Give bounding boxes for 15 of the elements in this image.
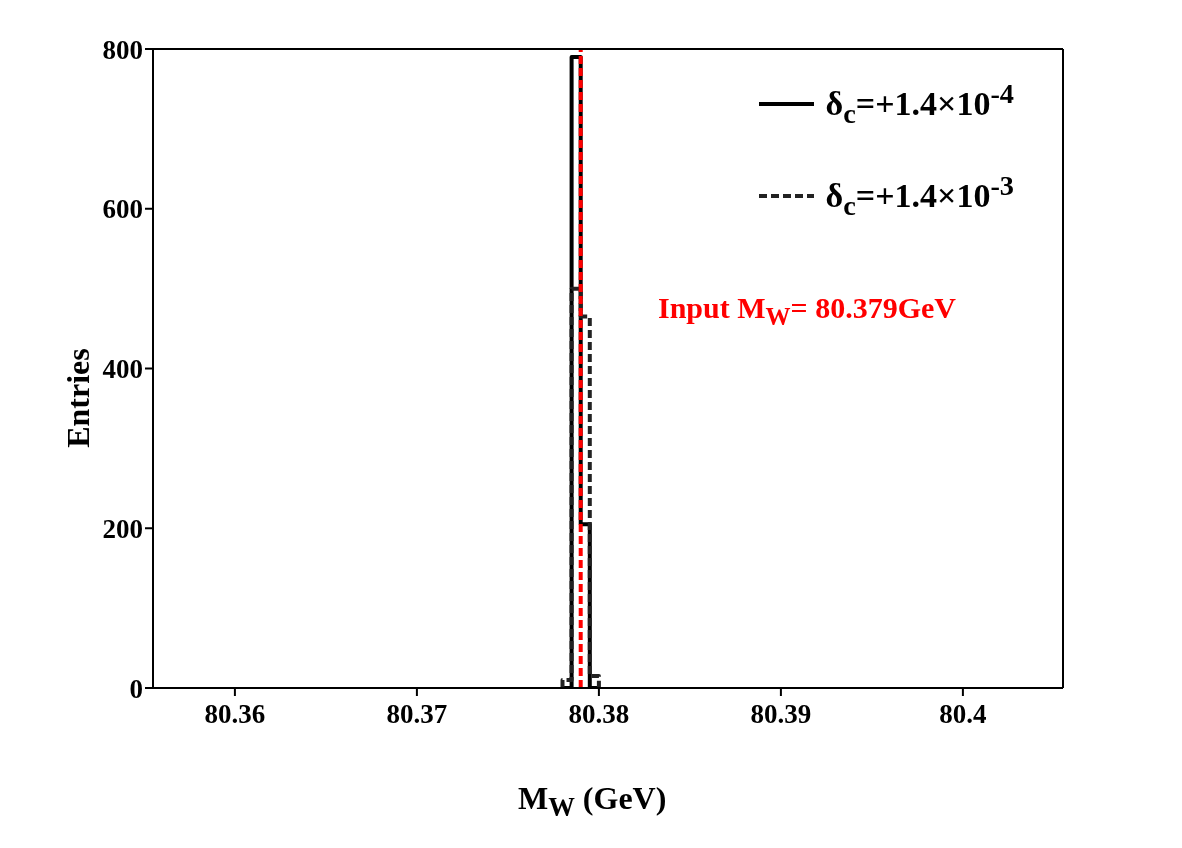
- x-tick-label: 80.36: [204, 699, 266, 730]
- y-tick-label: 600: [102, 194, 143, 225]
- x-axis-title: M$_{W}$ (GeV): [518, 780, 667, 824]
- y-tick-label: 0: [129, 673, 143, 704]
- y-tick-label: 800: [102, 34, 143, 65]
- x-tick-label: 80.37: [386, 699, 448, 730]
- legend-label: δ$_{c}$=+1.4×10$^{-4}$: [825, 78, 1014, 131]
- y-axis-title: Entries: [59, 348, 97, 448]
- x-tick-label: 80.38: [568, 699, 630, 730]
- y-tick-label: 200: [102, 513, 143, 544]
- legend-label: δ$_{c}$=+1.4×10$^{-3}$: [825, 170, 1014, 223]
- x-tick-label: 80.4: [939, 699, 987, 730]
- y-tick-label: 400: [102, 354, 143, 385]
- x-tick-label: 80.39: [750, 699, 812, 730]
- annotation: Input M$_{W}$= 80.379GeV: [658, 291, 956, 331]
